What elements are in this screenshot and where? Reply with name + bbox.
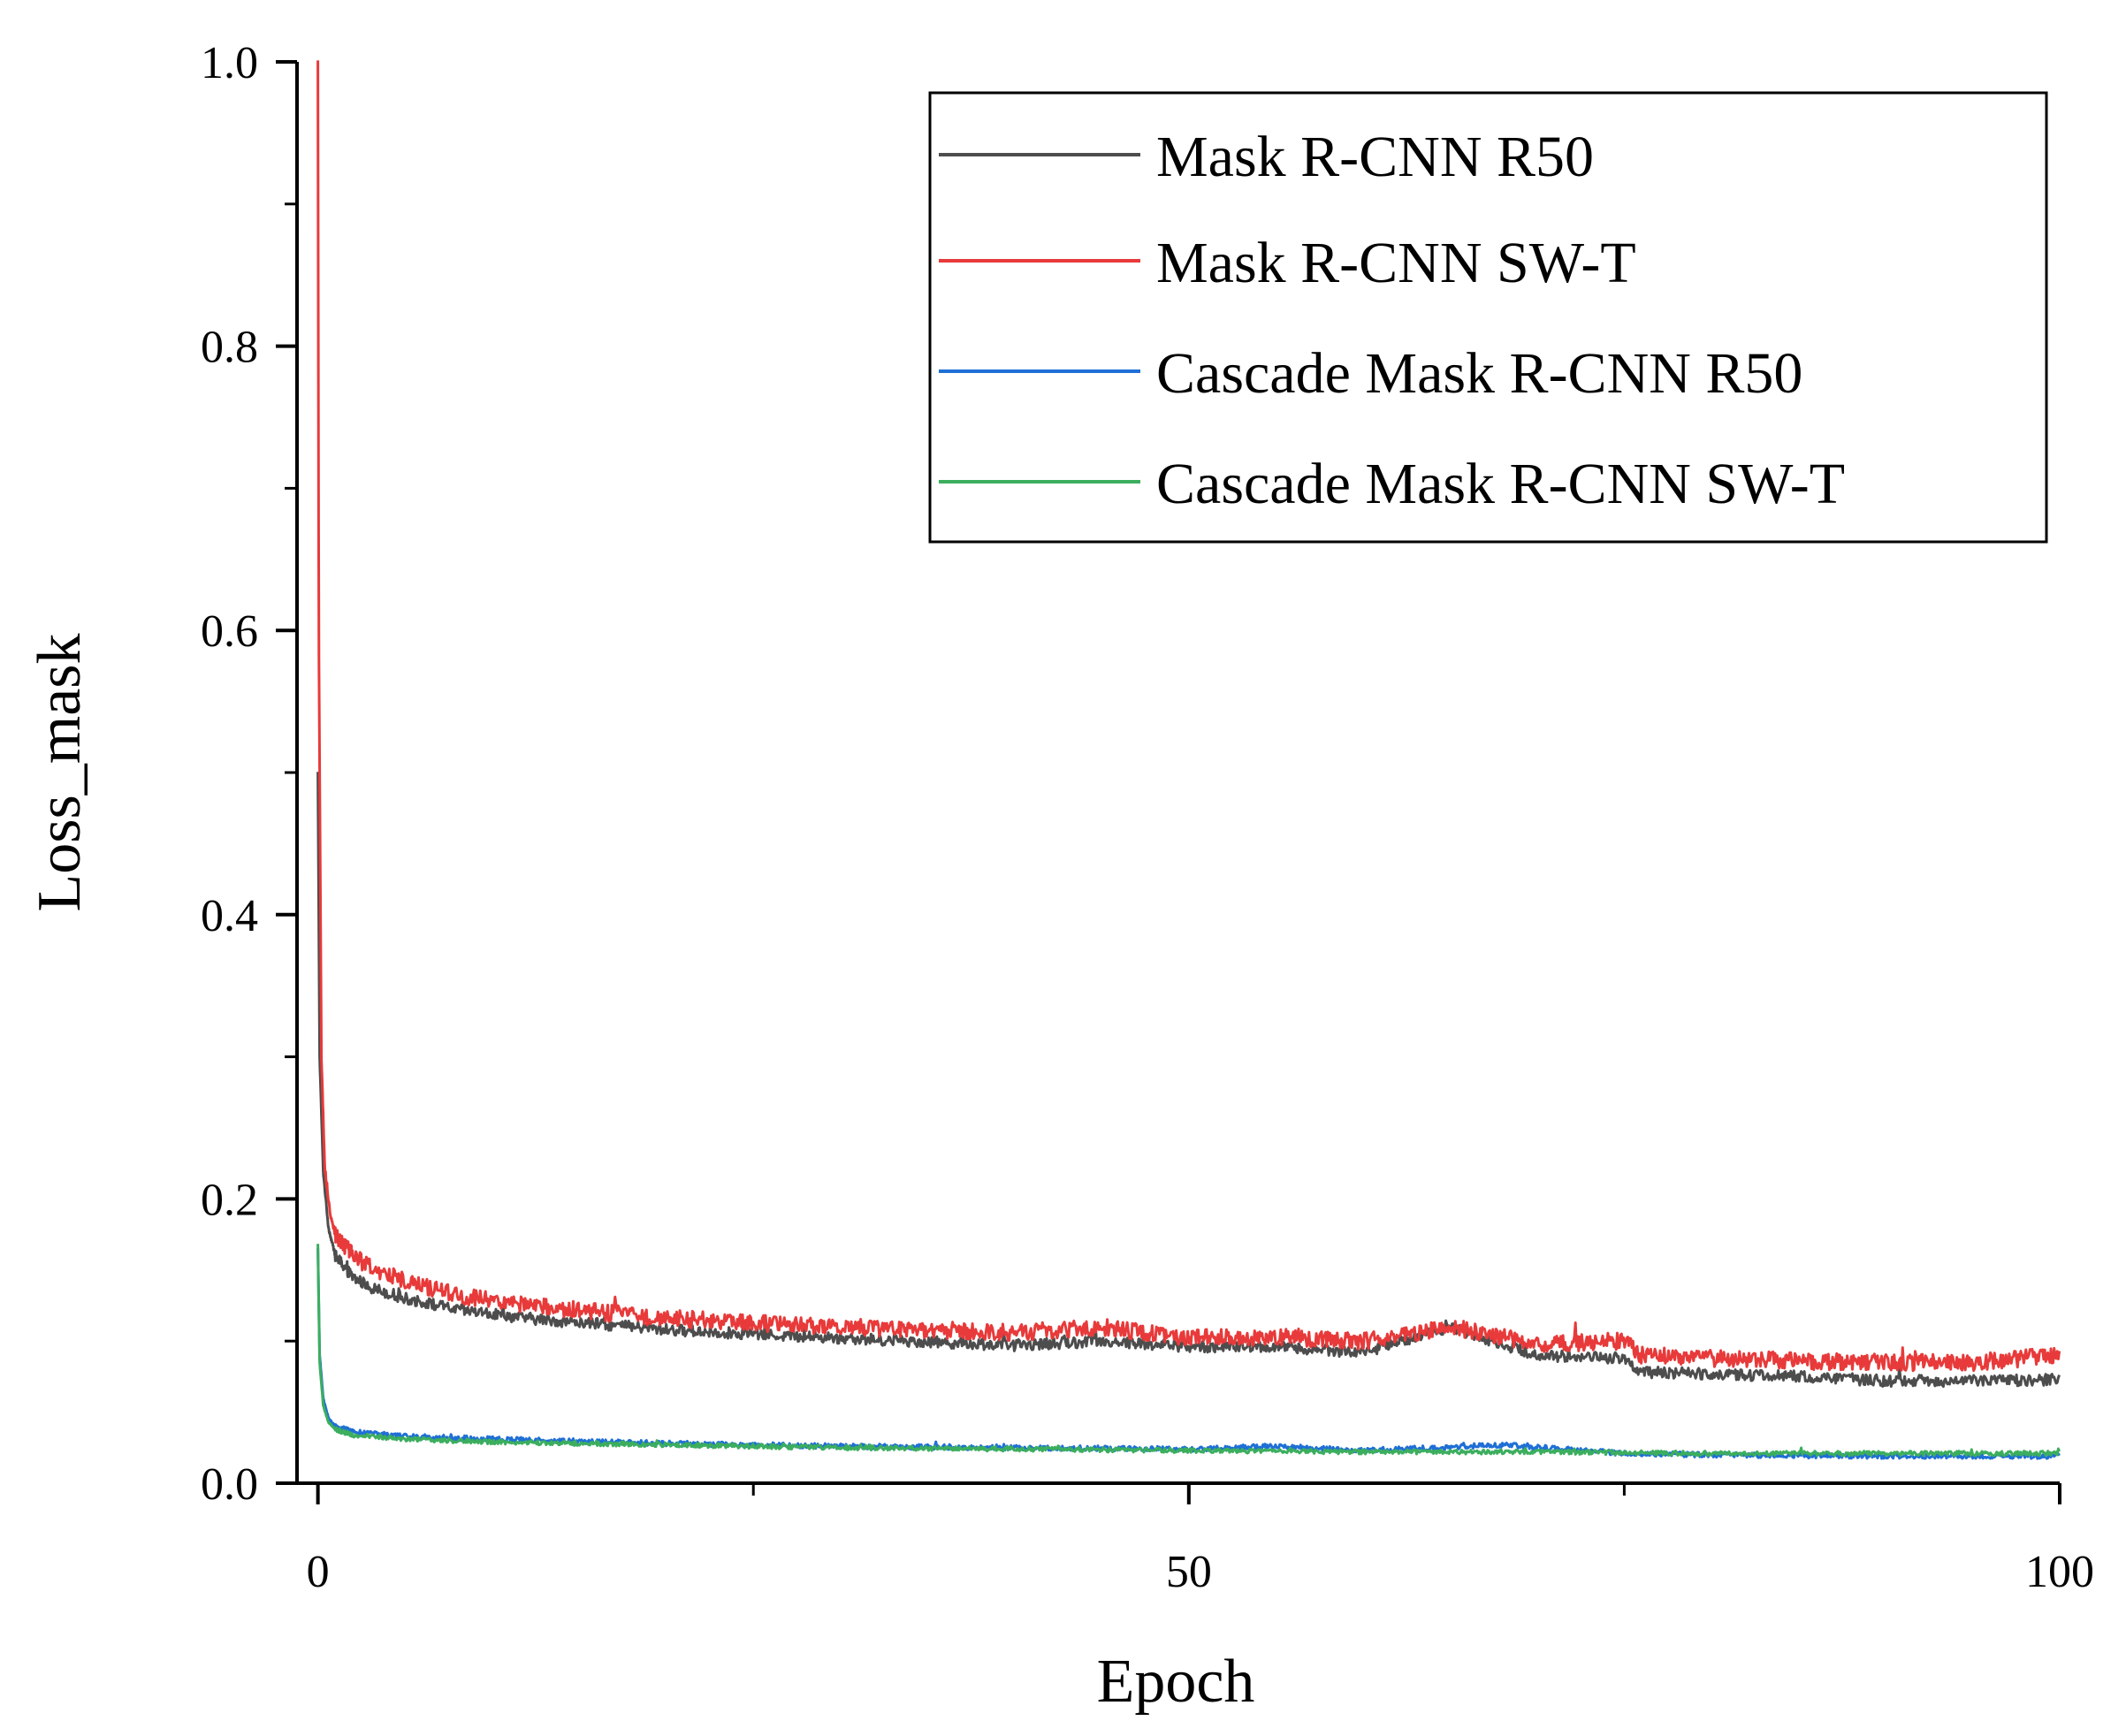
y-tick-label: 0.0 bbox=[201, 1459, 258, 1510]
legend-label-mask-rcnn-r50: Mask R-CNN R50 bbox=[1156, 125, 1594, 189]
legend-entry-mask-rcnn-sw-t: Mask R-CNN SW-T bbox=[939, 231, 1636, 295]
y-axis-title: Loss_mask bbox=[26, 634, 94, 912]
legend-entry-cascade-mask-rcnn-sw-t: Cascade Mask R-CNN SW-T bbox=[939, 452, 1845, 516]
series-layer bbox=[316, 60, 2061, 1460]
y-tick-label: 0.4 bbox=[201, 891, 258, 941]
y-tick-label: 0.2 bbox=[201, 1175, 258, 1225]
series-line-mask-r-cnn-sw-t bbox=[316, 60, 2061, 1373]
x-tick-label: 50 bbox=[1166, 1547, 1212, 1597]
series-line-mask-r-cnn-r50 bbox=[316, 772, 2061, 1389]
series-line-cascade-mask-r-cnn-r50 bbox=[316, 1248, 2061, 1460]
legend: Mask R-CNN R50 Mask R-CNN SW-T Cascade M… bbox=[928, 91, 2048, 544]
x-ticks: 0 50 100 bbox=[307, 1483, 2094, 1597]
series-line-cascade-mask-r-cnn-sw-t bbox=[316, 1244, 2061, 1458]
y-tick-label: 1.0 bbox=[201, 38, 258, 88]
x-tick-label: 100 bbox=[2025, 1547, 2094, 1597]
y-tick-label: 0.6 bbox=[201, 606, 258, 657]
x-axis-title: Epoch bbox=[1097, 1648, 1255, 1716]
y-tick-label: 0.8 bbox=[201, 323, 258, 373]
legend-entry-cascade-mask-rcnn-r50: Cascade Mask R-CNN R50 bbox=[939, 341, 1802, 406]
legend-label-cascade-mask-rcnn-sw-t: Cascade Mask R-CNN SW-T bbox=[1156, 452, 1845, 516]
legend-label-cascade-mask-rcnn-r50: Cascade Mask R-CNN R50 bbox=[1156, 341, 1802, 406]
legend-entry-mask-rcnn-r50: Mask R-CNN R50 bbox=[939, 125, 1594, 189]
y-ticks: 0.0 0.2 0.4 0.6 0.8 1.0 bbox=[201, 38, 297, 1510]
x-tick-label: 0 bbox=[307, 1547, 330, 1597]
legend-box bbox=[928, 91, 2048, 544]
legend-label-mask-rcnn-sw-t: Mask R-CNN SW-T bbox=[1156, 231, 1636, 295]
